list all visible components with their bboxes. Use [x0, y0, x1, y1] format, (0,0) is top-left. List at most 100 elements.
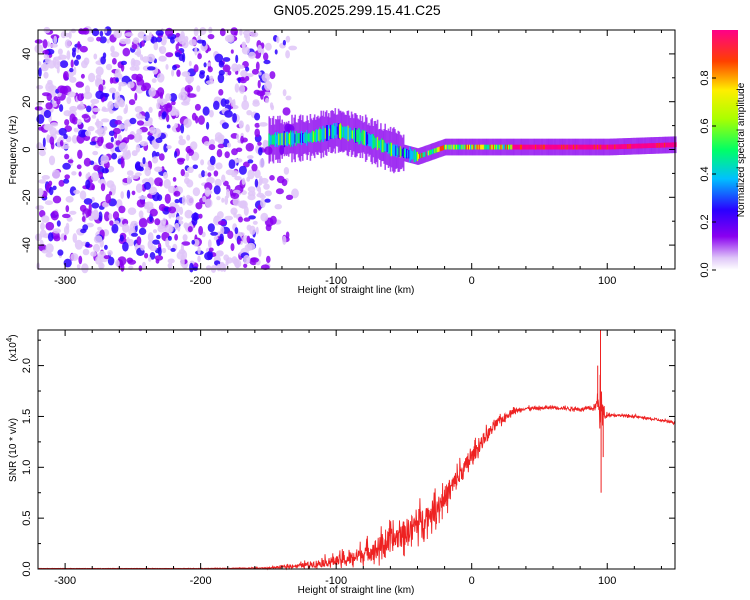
spectrogram-band-core: [335, 123, 338, 139]
spectrogram-noise-cell: [193, 64, 199, 73]
spectrogram-band-core: [614, 144, 616, 150]
spectrogram-band-core: [306, 129, 308, 146]
spectrogram-band-core: [350, 130, 353, 139]
spectrogram-noise-cell: [154, 166, 163, 173]
spectrogram-band-core: [621, 144, 624, 149]
spectrogram-noise-cell: [182, 234, 188, 242]
spectrogram-band-core: [659, 142, 662, 148]
spectrogram-band-core: [441, 145, 444, 151]
spectrogram-band-core: [282, 132, 285, 146]
spectrogram-band-core: [294, 134, 296, 143]
spectrogram-noise-cell: [106, 38, 110, 44]
spectrogram-band-core: [452, 144, 455, 150]
spectrogram-band-core: [655, 143, 658, 148]
spectrogram-noise-cell: [254, 178, 259, 188]
spectrogram-noise-cell: [150, 36, 158, 44]
spectrogram-ytick-label: -40: [21, 237, 33, 253]
spectrogram-noise-cell: [100, 56, 106, 65]
spectrogram-noise-cell: [70, 28, 76, 34]
spectrogram-noise-cell: [57, 85, 66, 94]
spectrogram-noise-cell: [216, 239, 221, 247]
spectrogram-band-core: [460, 144, 462, 150]
spectrogram-noise-cell: [172, 177, 177, 182]
spectrogram-noise-cell: [154, 218, 161, 226]
spectrogram-noise-cell: [130, 58, 136, 68]
spectrogram-noise-cell: [175, 43, 179, 51]
spectrogram-noise-cell: [163, 104, 172, 109]
spectrogram-band-core: [459, 144, 461, 150]
spectrogram-band-core: [619, 144, 622, 150]
spectrogram-noise-cell: [249, 225, 256, 235]
spectrogram-noise-cell: [69, 76, 77, 83]
spectrogram-noise-cell: [49, 43, 58, 48]
spectrogram-noise-cell: [118, 142, 128, 153]
spectrogram-noise-cell: [134, 106, 143, 113]
snr-multiplier-exponent: 4: [5, 337, 14, 342]
spectrogram-noise-cell: [115, 259, 120, 267]
spectrogram-band-core: [407, 150, 409, 158]
spectrogram-band-core: [561, 144, 563, 150]
spectrogram-band-core: [320, 128, 322, 141]
spectrogram-noise-cell: [140, 40, 145, 47]
spectrogram-band-core: [488, 144, 491, 150]
spectrogram-band-core: [604, 144, 607, 150]
spectrogram-noise-cell: [91, 202, 100, 209]
spectrogram-ytick-label: 20: [21, 96, 33, 108]
spectrogram-noise-cell: [209, 139, 215, 146]
spectrogram-noise-cell: [152, 156, 159, 164]
spectrogram-noise-cell: [62, 162, 71, 170]
spectrogram-noise-cell: [168, 211, 172, 219]
spectrogram-band-core: [318, 129, 320, 141]
spectrogram-noise-cell: [197, 246, 201, 255]
spectrogram-band-core: [502, 144, 505, 150]
spectrogram-noise-cell: [208, 247, 214, 252]
spectrogram-noise-cell: [50, 210, 59, 221]
spectrogram-noise-cell: [116, 97, 124, 107]
snr-ytick-label: 2.0: [21, 358, 33, 373]
spectrogram-noise-cell: [190, 141, 198, 151]
spectrogram-noise-cell: [156, 234, 161, 240]
spectrogram-noise-cell: [206, 265, 212, 271]
spectrogram-noise-cell: [269, 175, 275, 181]
spectrogram-band-core: [364, 130, 367, 146]
spectrogram-band-core: [671, 142, 674, 148]
spectrogram-noise-cell: [187, 226, 193, 233]
spectrogram-band-core: [482, 144, 484, 150]
spectrogram-band-core: [430, 149, 432, 155]
spectrogram-band-core: [672, 142, 675, 148]
spectrogram-noise-cell: [166, 145, 172, 150]
spectrogram-noise-cell: [76, 118, 82, 125]
spectrogram-noise-cell: [163, 143, 168, 153]
spectrogram-noise-cell: [214, 215, 219, 224]
spectrogram-noise-cell: [144, 166, 151, 177]
spectrogram-band-core: [576, 144, 578, 150]
spectrogram-noise-cell: [141, 261, 147, 270]
spectrogram-noise-cell: [120, 158, 125, 169]
spectrogram-band-core: [667, 142, 669, 148]
spectrogram-noise-cell: [59, 104, 64, 112]
spectrogram-band-core: [484, 144, 486, 150]
colorbar-tick-label: 0.0: [699, 262, 711, 277]
spectrogram-band-core: [472, 144, 474, 150]
spectrogram-noise-cell: [52, 185, 57, 191]
spectrogram-noise-cell: [147, 135, 155, 142]
spectrogram-band-core: [608, 144, 611, 150]
spectrogram-noise-cell: [125, 104, 128, 114]
spectrogram-band-core: [664, 142, 666, 148]
spectrogram-noise-cell: [198, 213, 203, 219]
spectrogram-band-core: [291, 132, 293, 145]
spectrogram-band-core: [670, 142, 673, 148]
spectrogram-band-core: [570, 144, 573, 150]
spectrogram-band-core: [633, 143, 636, 149]
spectrogram-band-core: [487, 144, 489, 150]
snr-xtick-label: -100: [325, 575, 347, 587]
spectrogram-noise-cell: [207, 239, 212, 249]
spectrogram-band-core: [531, 144, 534, 150]
spectrogram-band-core: [433, 148, 435, 154]
spectrogram-noise-cell: [246, 176, 251, 182]
spectrogram-band-core: [439, 146, 442, 152]
spectrogram-noise-cell: [105, 142, 114, 149]
spectrogram-ytick-label: 0: [21, 146, 33, 152]
spectrogram-band-core: [501, 144, 504, 150]
spectrogram-band-core: [310, 132, 313, 142]
